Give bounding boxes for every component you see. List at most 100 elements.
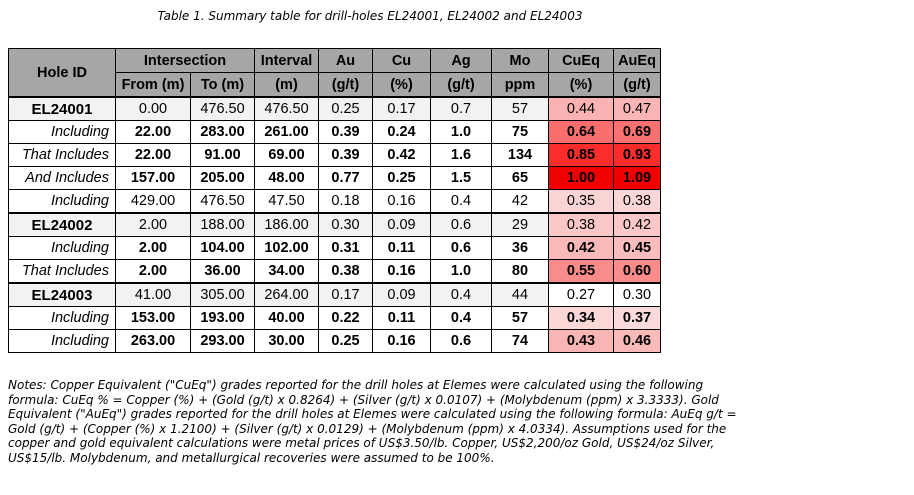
cell-to: 36.00 <box>190 259 255 284</box>
table-row: Including 22.00 283.00 261.00 0.39 0.24 1.0 75 0… <box>8 120 661 144</box>
cell-interval: 102.00 <box>254 236 319 260</box>
cell-hole-id: And Includes <box>8 166 116 190</box>
cell-au: 0.17 <box>318 282 373 307</box>
cell-mo: 42 <box>491 189 549 214</box>
cell-cueq: 0.43 <box>548 329 614 353</box>
cell-au: 0.31 <box>318 236 373 260</box>
cell-mo: 75 <box>491 120 549 144</box>
cell-mo: 134 <box>491 143 549 167</box>
table-row: Including 263.00 293.00 30.00 0.25 0.16 0.6 74 0… <box>8 329 661 353</box>
notes-paragraph: Notes: Copper Equivalent ("CuEq") grades… <box>8 378 737 465</box>
cell-to: 476.50 <box>190 96 255 121</box>
cell-cu: 0.09 <box>372 212 431 237</box>
cell-to: 305.00 <box>190 282 255 307</box>
header-to: To (m) <box>190 72 255 98</box>
cell-cueq: 0.38 <box>548 212 614 237</box>
cell-mo: 29 <box>491 212 549 237</box>
cell-cueq: 0.35 <box>548 189 614 214</box>
cell-aueq: 0.38 <box>613 189 661 214</box>
header-from: From (m) <box>115 72 191 98</box>
cell-cu: 0.17 <box>372 96 431 121</box>
cell-ag: 0.6 <box>430 212 492 237</box>
cell-from: 22.00 <box>115 120 191 144</box>
cell-aueq: 0.93 <box>613 143 661 167</box>
cell-cu: 0.11 <box>372 306 431 330</box>
cell-from: 2.00 <box>115 259 191 284</box>
cell-mo: 57 <box>491 306 549 330</box>
cell-cu: 0.11 <box>372 236 431 260</box>
cell-mo: 80 <box>491 259 549 284</box>
cell-to: 476.50 <box>190 189 255 214</box>
cell-ag: 0.6 <box>430 236 492 260</box>
cell-interval: 186.00 <box>254 212 319 237</box>
cell-hole-id: Including <box>8 236 116 260</box>
cell-from: 2.00 <box>115 236 191 260</box>
cell-from: 22.00 <box>115 143 191 167</box>
cell-cueq: 0.55 <box>548 259 614 284</box>
cell-aueq: 0.37 <box>613 306 661 330</box>
header-aueq: AuEq <box>613 48 661 73</box>
drill-hole-summary-table: Hole ID Intersection Interval Au Cu Ag M… <box>8 48 661 353</box>
cell-mo: 57 <box>491 96 549 121</box>
cell-ag: 0.4 <box>430 282 492 307</box>
header-aueq-unit: (g/t) <box>613 72 661 98</box>
header-cueq-unit: (%) <box>548 72 614 98</box>
cell-to: 293.00 <box>190 329 255 353</box>
cell-cueq: 0.85 <box>548 143 614 167</box>
cell-hole-id: Including <box>8 189 116 214</box>
cell-to: 193.00 <box>190 306 255 330</box>
cell-interval: 264.00 <box>254 282 319 307</box>
cell-cueq: 0.27 <box>548 282 614 307</box>
header-interval: Interval <box>254 48 319 73</box>
header-cu: Cu <box>372 48 431 73</box>
cell-from: 0.00 <box>115 96 191 121</box>
cell-au: 0.22 <box>318 306 373 330</box>
cell-interval: 47.50 <box>254 189 319 214</box>
cell-ag: 0.4 <box>430 189 492 214</box>
table-row: And Includes 157.00 205.00 48.00 0.77 0.25 1.5… <box>8 166 661 190</box>
cell-aueq: 0.69 <box>613 120 661 144</box>
header-interval-unit: (m) <box>254 72 319 98</box>
cell-au: 0.77 <box>318 166 373 190</box>
cell-to: 104.00 <box>190 236 255 260</box>
cell-au: 0.30 <box>318 212 373 237</box>
cell-au: 0.39 <box>318 143 373 167</box>
cell-interval: 30.00 <box>254 329 319 353</box>
table-row: That Includes 22.00 91.00 69.00 0.39 0.42 1.6 1… <box>8 143 661 167</box>
table-row: EL24003 41.00 305.00 264.00 0.17 0.09 0.4 44 0.2… <box>8 282 661 307</box>
cell-from: 153.00 <box>115 306 191 330</box>
cell-mo: 36 <box>491 236 549 260</box>
cell-au: 0.25 <box>318 329 373 353</box>
cell-cu: 0.24 <box>372 120 431 144</box>
header-ag-unit: (g/t) <box>430 72 492 98</box>
cell-cu: 0.16 <box>372 259 431 284</box>
cell-interval: 34.00 <box>254 259 319 284</box>
cell-from: 2.00 <box>115 212 191 237</box>
cell-to: 283.00 <box>190 120 255 144</box>
cell-from: 41.00 <box>115 282 191 307</box>
cell-from: 157.00 <box>115 166 191 190</box>
cell-hole-id: EL24002 <box>8 212 116 237</box>
cell-ag: 0.7 <box>430 96 492 121</box>
cell-to: 188.00 <box>190 212 255 237</box>
cell-cueq: 1.00 <box>548 166 614 190</box>
cell-aueq: 0.45 <box>613 236 661 260</box>
cell-ag: 0.6 <box>430 329 492 353</box>
cell-au: 0.38 <box>318 259 373 284</box>
header-mo: Mo <box>491 48 549 73</box>
table-row: EL24001 0.00 476.50 476.50 0.25 0.17 0.7 57 0.44… <box>8 96 661 121</box>
header-hole-id: Hole ID <box>8 48 116 98</box>
cell-cu: 0.09 <box>372 282 431 307</box>
cell-cueq: 0.34 <box>548 306 614 330</box>
cell-to: 205.00 <box>190 166 255 190</box>
cell-au: 0.39 <box>318 120 373 144</box>
header-cueq: CuEq <box>548 48 614 73</box>
table-row: Including 153.00 193.00 40.00 0.22 0.11 0.4 57 0… <box>8 306 661 330</box>
cell-aueq: 0.30 <box>613 282 661 307</box>
table-caption: Table 1. Summary table for drill-holes E… <box>157 9 583 23</box>
cell-cu: 0.16 <box>372 329 431 353</box>
cell-mo: 65 <box>491 166 549 190</box>
cell-interval: 476.50 <box>254 96 319 121</box>
cell-hole-id: That Includes <box>8 143 116 167</box>
cell-ag: 1.0 <box>430 259 492 284</box>
